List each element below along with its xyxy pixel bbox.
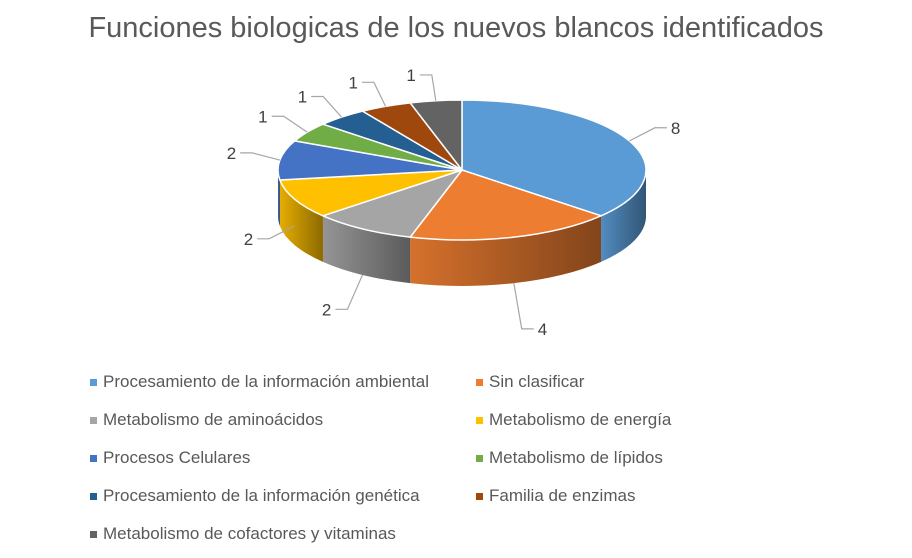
data-label-sin-clasificar: 4 [538, 320, 547, 339]
leader-line [240, 152, 281, 161]
pie-slice-metabolismo-de-cofactores-y-vitaminas [409, 99, 463, 171]
leader-line [335, 274, 364, 310]
leader-line [419, 74, 437, 101]
pie-side-shade [278, 170, 280, 226]
pie-leader-lines [240, 74, 667, 330]
data-label-metabolismo-de-aminoacidos: 2 [322, 300, 331, 319]
legend-label: Sin clasificar [489, 372, 585, 391]
legend-item-familia-de-enzimas: Familia de enzimas [476, 482, 635, 510]
legend-swatch [90, 416, 97, 424]
legend-swatch [90, 378, 97, 386]
legend-swatch [476, 492, 483, 500]
legend-label: Metabolismo de cofactores y vitaminas [103, 524, 396, 543]
data-label-metabolismo-de-energia: 2 [244, 230, 253, 249]
pie-side-shade [322, 215, 411, 284]
leader-line [361, 81, 387, 107]
leader-line [513, 283, 534, 330]
data-label-familia-de-enzimas: 1 [348, 73, 357, 92]
legend-label: Familia de enzimas [489, 486, 636, 505]
legend-item-metabolismo-de-lipidos: Metabolismo de lípidos [476, 444, 663, 472]
pie-slice-procesos-celulares [277, 140, 463, 181]
legend-label: Procesos Celulares [103, 448, 251, 467]
legend-label: Metabolismo de aminoácidos [103, 410, 324, 429]
pie-side-shade [410, 215, 602, 286]
legend-item-metabolismo-de-energia: Metabolismo de energía [476, 406, 671, 434]
legend-label: Metabolismo de lípidos [489, 448, 663, 467]
legend-swatch [90, 492, 97, 500]
pie-slice-metabolismo-de-energia [279, 169, 463, 217]
pie-slice-metabolismo-de-aminoacidos [322, 169, 463, 238]
legend-label: Procesamiento de la información genética [103, 486, 420, 505]
legend-item-metabolismo-de-aminoacidos: Metabolismo de aminoácidos [90, 406, 323, 434]
data-label-metabolismo-de-cofactores-y-vitaminas: 1 [406, 66, 415, 85]
leader-line [311, 95, 342, 118]
legend-item-procesos-celulares: Procesos Celulares [90, 444, 250, 472]
legend-swatch [90, 454, 97, 462]
legend-label: Metabolismo de energía [489, 410, 672, 429]
legend-swatch [476, 416, 483, 424]
pie-chart: 8 4 2 2 2 1 1 1 1 [227, 66, 681, 339]
legend-item-sin-clasificar: Sin clasificar [476, 368, 584, 396]
data-label-procesos-celulares: 2 [227, 144, 236, 163]
pie-sides [278, 170, 646, 286]
legend-swatch [90, 530, 97, 538]
data-label-procesamiento-de-la-informacion-genetica: 1 [298, 87, 307, 106]
legend-swatch [476, 378, 483, 386]
pie-slice-procesamiento-de-la-informacion-ambiental [461, 99, 647, 217]
leader-line [629, 127, 667, 142]
legend-label: Procesamiento de la información ambienta… [103, 372, 430, 391]
pie-slice-sin-clasificar [409, 169, 602, 241]
legend-item-procesamiento-de-la-informacion-ambiental: Procesamiento de la información ambienta… [90, 368, 429, 396]
chart-title: Funciones biologicas de los nuevos blanc… [88, 12, 824, 44]
leader-line [271, 115, 308, 133]
pie-tops [277, 99, 647, 241]
pie-side-shade [601, 170, 646, 262]
data-label-metabolismo-de-lipidos: 1 [258, 107, 267, 126]
legend-item-metabolismo-de-cofactores-y-vitaminas: Metabolismo de cofactores y vitaminas [90, 520, 396, 548]
leader-line [257, 225, 295, 240]
pie-side-shade [279, 179, 323, 262]
pie-data-labels: 8 4 2 2 2 1 1 1 1 [227, 66, 681, 339]
legend-item-procesamiento-de-la-informacion-genetica: Procesamiento de la información genética [90, 482, 420, 510]
data-label-procesamiento-de-la-informacion-ambiental: 8 [671, 119, 680, 138]
legend-swatch [476, 454, 483, 462]
